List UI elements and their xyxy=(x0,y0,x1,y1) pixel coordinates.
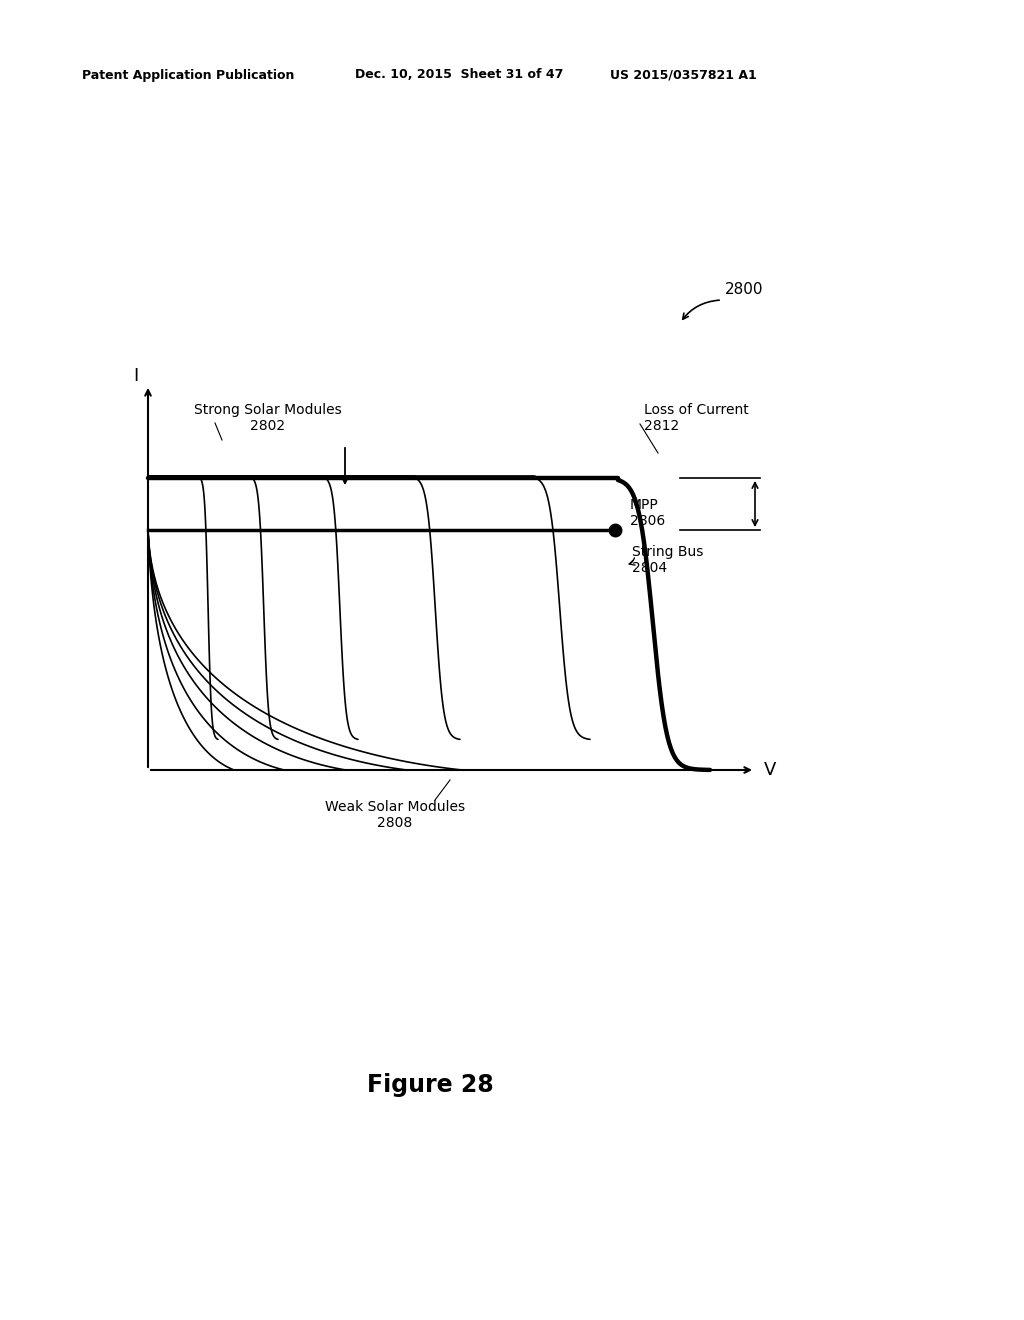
Text: Weak Solar Modules
2808: Weak Solar Modules 2808 xyxy=(325,800,465,830)
Text: V: V xyxy=(764,762,776,779)
Text: Loss of Current
2812: Loss of Current 2812 xyxy=(644,403,749,433)
Text: Figure 28: Figure 28 xyxy=(367,1073,494,1097)
Text: MPP
2806: MPP 2806 xyxy=(630,498,666,528)
Text: Strong Solar Modules
2802: Strong Solar Modules 2802 xyxy=(195,403,342,433)
Text: I: I xyxy=(133,367,138,385)
Text: US 2015/0357821 A1: US 2015/0357821 A1 xyxy=(610,69,757,82)
Text: String Bus
2804: String Bus 2804 xyxy=(632,545,703,576)
Text: Patent Application Publication: Patent Application Publication xyxy=(82,69,294,82)
Text: Dec. 10, 2015  Sheet 31 of 47: Dec. 10, 2015 Sheet 31 of 47 xyxy=(355,69,563,82)
Text: 2800: 2800 xyxy=(725,282,764,297)
